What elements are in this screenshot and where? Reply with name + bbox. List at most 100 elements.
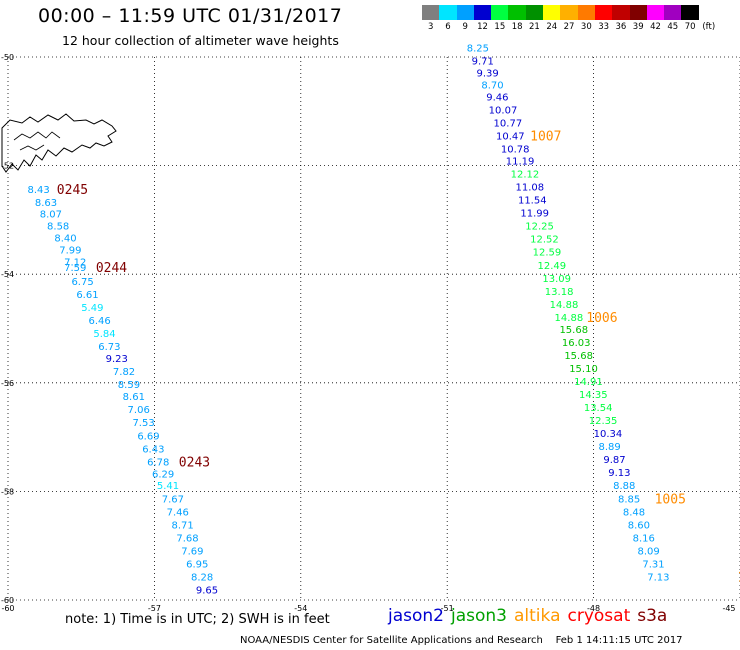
wave-height-value: 12.49 [537, 261, 566, 272]
color-scale-label: 24 [546, 22, 558, 32]
color-swatch [456, 5, 474, 20]
wave-height-value: 8.58 [47, 222, 69, 233]
color-swatch [577, 5, 595, 20]
color-scale-cell: 36 [612, 5, 630, 32]
wave-height-value: 7.12 [64, 258, 86, 269]
color-swatch [525, 5, 544, 20]
color-scale-label: 6 [445, 22, 451, 32]
wave-height-value: 7.13 [647, 572, 669, 583]
wave-height-value: 7.06 [128, 405, 150, 416]
color-scale-label: 39 [632, 22, 644, 32]
wave-height-value: 8.88 [613, 481, 635, 492]
wave-height-value: 14.88 [550, 300, 579, 311]
latitude-label: -56 [1, 379, 14, 388]
color-swatch [594, 5, 613, 20]
falkland-islands-inner-coast [13, 131, 61, 151]
track-time-label: 1007 [530, 130, 561, 145]
satellite-legend-cryosat: cryosat [567, 606, 631, 626]
wave-height-value: 10.34 [594, 429, 623, 440]
wave-height-value: 9.71 [472, 57, 494, 68]
color-scale-label: 27 [563, 22, 575, 32]
wave-height-value: 9.46 [486, 92, 508, 103]
color-scale-cell: 33 [594, 5, 613, 32]
color-scale-cell: 12 [473, 5, 492, 32]
color-scale-cell: 15 [491, 5, 509, 32]
color-scale-label: 33 [598, 22, 610, 32]
wave-height-value: 7.68 [176, 533, 198, 544]
wave-height-value: 6.43 [142, 444, 164, 455]
wave-height-value: 6.78 [147, 457, 169, 468]
track-time-label: 1 [738, 570, 740, 585]
page-subtitle: 12 hour collection of altimeter wave hei… [62, 33, 339, 48]
wave-height-value: 9.23 [106, 354, 128, 365]
wave-height-value: 12.59 [533, 248, 562, 259]
wave-height-value: 8.61 [123, 392, 145, 403]
color-scale-label: 9 [462, 22, 468, 32]
wave-height-value: 9.65 [196, 585, 218, 596]
track-time-labels: 0245 0244 0243 1007 1006 1005 1 [57, 130, 740, 586]
latitude-label: -52 [1, 162, 14, 171]
color-scale-cell: 45 [664, 5, 682, 32]
wave-height-value: 8.59 [118, 380, 140, 391]
color-swatch [473, 5, 492, 20]
longitude-label: -51 [441, 604, 454, 613]
wave-height-value: 8.70 [481, 80, 503, 91]
credit-text: NOAA/NESDIS Center for Satellite Applica… [240, 635, 543, 646]
color-swatch [560, 5, 578, 20]
wave-height-value: 10.78 [501, 145, 530, 156]
color-scale-label: 18 [511, 22, 523, 32]
color-scale-label: 3 [427, 22, 434, 32]
color-scale-cell: 21 [525, 5, 544, 32]
wave-height-value: 11.54 [518, 196, 547, 207]
wave-height-value: 6.29 [152, 469, 174, 480]
wave-height-value: 8.40 [54, 234, 76, 245]
wave-height-value: 8.07 [40, 210, 62, 221]
wave-height-value: 10.47 [496, 132, 525, 143]
wave-height-value: 11.99 [520, 209, 549, 220]
color-swatch [439, 5, 457, 20]
wave-height-value: 7.31 [642, 559, 664, 570]
wave-height-value: 15.10 [569, 364, 598, 375]
credit-line: NOAA/NESDIS Center for Satellite Applica… [240, 635, 683, 646]
track-time-label: 0244 [96, 261, 127, 276]
color-scale-cell: 27 [560, 5, 578, 32]
note-text: note: 1) Time is in UTC; 2) SWH is in fe… [65, 612, 330, 627]
color-scale-label: 15 [494, 22, 506, 32]
latitude-label: -50 [1, 53, 14, 62]
color-swatch [422, 5, 440, 20]
color-swatch [664, 5, 682, 20]
wave-height-value: 6.75 [71, 277, 93, 288]
falkland-islands-shape [1, 113, 117, 173]
latitude-labels: -50 -52 -54 -56 -58 -60 [1, 53, 14, 605]
color-scale-cell: 70 [681, 5, 699, 32]
wave-height-value: 6.46 [89, 316, 111, 327]
latitude-label: -54 [1, 270, 14, 279]
satellite-legend-jason2: jason2 [388, 606, 444, 626]
wave-height-value: 8.09 [638, 546, 660, 557]
wave-height-value: 7.69 [181, 546, 203, 557]
wave-height-value: 13.09 [542, 274, 571, 285]
wave-height-value: 10.07 [489, 105, 518, 116]
color-scale-cell: 6 [439, 5, 457, 32]
wave-height-value: 8.25 [467, 44, 489, 55]
color-swatch [508, 5, 526, 20]
wave-height-value: 13.18 [545, 287, 574, 298]
color-scale-label: 21 [529, 22, 540, 32]
color-scale-label: 42 [650, 22, 661, 32]
wave-height-value: 5.49 [81, 303, 103, 314]
wave-height-value: 6.69 [137, 431, 159, 442]
longitude-label: -57 [148, 604, 161, 613]
color-scale-cell: 24 [543, 5, 561, 32]
color-scale-cell: 39 [629, 5, 647, 32]
color-scale-cell: 42 [646, 5, 665, 32]
wave-height-value: 8.60 [628, 520, 650, 531]
color-scale-label: 36 [615, 22, 627, 32]
wave-height-value: 8.89 [598, 442, 620, 453]
track-time-label: 1006 [586, 311, 617, 326]
track-time-label: 0245 [57, 183, 88, 198]
wave-height-value: 9.39 [476, 69, 498, 80]
wave-height-value: 14.91 [574, 377, 603, 388]
longitude-label: -48 [587, 604, 600, 613]
satellite-legend: jason2 jason3 altika cryosat s3a [388, 606, 674, 626]
